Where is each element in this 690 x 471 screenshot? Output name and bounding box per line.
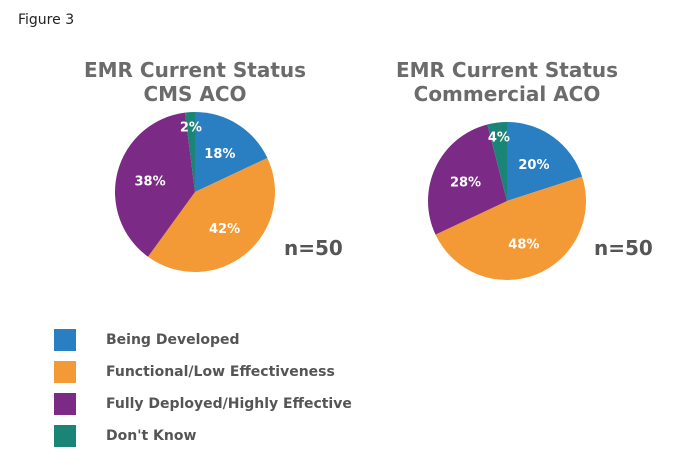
- pie-label-commercial-fully-deployed: 28%: [450, 175, 481, 190]
- pie-label-cms-fully-deployed: 38%: [134, 174, 165, 189]
- pie-chart-cms: 18% 42% 38% 2%: [114, 112, 275, 272]
- legend-swatch-dont-know: [54, 425, 76, 447]
- pie-slice-cms-functional: [147, 157, 275, 272]
- legend-label: Don't Know: [106, 428, 197, 444]
- legend-label: Fully Deployed/Highly Effective: [106, 396, 352, 412]
- pie-slice-cms-dont-know: [184, 112, 195, 192]
- legend-swatch-functional: [54, 361, 76, 383]
- legend-label: Functional/Low Effectiveness: [106, 364, 335, 380]
- pie-slice-cms-fully-deployed: [114, 112, 195, 257]
- pie-label-cms-dont-know: 2%: [180, 121, 202, 136]
- pie-slice-commercial-fully-deployed: [428, 124, 507, 235]
- pie-slice-commercial-being-developed: [507, 122, 583, 201]
- pie-chart-commercial: 20% 48% 28% 4%: [428, 122, 586, 281]
- pie-slice-commercial-dont-know: [487, 122, 507, 201]
- pie-label-commercial-functional: 48%: [508, 238, 539, 253]
- legend-item: Don't Know: [54, 424, 352, 448]
- figure-label: Figure 3: [18, 12, 75, 28]
- legend-swatch-being-developed: [54, 329, 76, 351]
- chart-title-cms-line1: EMR Current Status: [83, 58, 307, 82]
- pie-label-commercial-being-developed: 20%: [518, 158, 549, 173]
- pie-label-cms-functional: 42%: [209, 222, 240, 237]
- legend-item: Functional/Low Effectiveness: [54, 360, 352, 384]
- chart-title-cms: EMR Current Status CMS ACO: [65, 58, 325, 106]
- sample-size-commercial: n=50: [594, 236, 653, 260]
- pie-label-cms-being-developed: 18%: [204, 147, 235, 162]
- pie-slice-cms-being-developed: [195, 112, 268, 192]
- sample-size-cms: n=50: [284, 236, 343, 260]
- chart-title-commercial-line2: Commercial ACO: [413, 82, 601, 106]
- chart-title-commercial: EMR Current Status Commercial ACO: [377, 58, 637, 106]
- legend-item: Fully Deployed/Highly Effective: [54, 392, 352, 416]
- legend-label: Being Developed: [106, 332, 240, 348]
- legend-item: Being Developed: [54, 328, 352, 352]
- legend-swatch-fully-deployed: [54, 393, 76, 415]
- pie-label-commercial-dont-know: 4%: [488, 131, 510, 146]
- chart-title-commercial-line1: EMR Current Status: [395, 58, 619, 82]
- chart-title-cms-line2: CMS ACO: [143, 82, 247, 106]
- pie-slice-commercial-functional: [435, 176, 586, 281]
- legend: Being Developed Functional/Low Effective…: [54, 328, 352, 456]
